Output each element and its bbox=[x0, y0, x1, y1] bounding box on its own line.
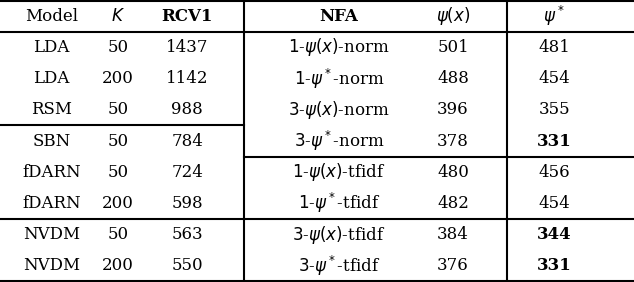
Text: $\psi^*$: $\psi^*$ bbox=[543, 4, 565, 28]
Text: 480: 480 bbox=[437, 164, 469, 181]
Text: fDARN: fDARN bbox=[22, 195, 81, 212]
Text: 501: 501 bbox=[437, 39, 469, 56]
Text: 550: 550 bbox=[172, 257, 203, 274]
Text: 454: 454 bbox=[538, 70, 570, 87]
Text: 384: 384 bbox=[437, 226, 469, 243]
Text: 200: 200 bbox=[102, 257, 134, 274]
Text: 481: 481 bbox=[538, 39, 570, 56]
Text: 355: 355 bbox=[538, 101, 570, 118]
Text: RSM: RSM bbox=[31, 101, 72, 118]
Text: NVDM: NVDM bbox=[23, 226, 80, 243]
Text: 396: 396 bbox=[437, 101, 469, 118]
Text: 344: 344 bbox=[537, 226, 571, 243]
Text: 988: 988 bbox=[171, 101, 203, 118]
Text: Model: Model bbox=[25, 8, 78, 25]
Text: $1$-$\psi^*$-tfidf: $1$-$\psi^*$-tfidf bbox=[298, 191, 380, 215]
Text: $3$-$\psi^*$-tfidf: $3$-$\psi^*$-tfidf bbox=[298, 254, 380, 278]
Text: 724: 724 bbox=[171, 164, 204, 181]
Text: $3$-$\psi(x)$-tfidf: $3$-$\psi(x)$-tfidf bbox=[292, 224, 386, 246]
Text: 784: 784 bbox=[171, 133, 204, 149]
Text: 454: 454 bbox=[538, 195, 570, 212]
Text: $3$-$\psi(x)$-norm: $3$-$\psi(x)$-norm bbox=[288, 99, 390, 121]
Text: $\psi(x)$: $\psi(x)$ bbox=[436, 5, 470, 27]
Text: 563: 563 bbox=[172, 226, 203, 243]
Text: $1$-$\psi(x)$-norm: $1$-$\psi(x)$-norm bbox=[288, 36, 390, 58]
Text: LDA: LDA bbox=[33, 70, 70, 87]
Text: 50: 50 bbox=[107, 39, 128, 56]
Text: NVDM: NVDM bbox=[23, 257, 80, 274]
Text: 488: 488 bbox=[437, 70, 469, 87]
Text: fDARN: fDARN bbox=[22, 164, 81, 181]
Text: 378: 378 bbox=[437, 133, 469, 149]
Text: 1437: 1437 bbox=[166, 39, 209, 56]
Text: 200: 200 bbox=[102, 70, 134, 87]
Text: 598: 598 bbox=[172, 195, 203, 212]
Text: 200: 200 bbox=[102, 195, 134, 212]
Text: 50: 50 bbox=[107, 133, 128, 149]
Text: 50: 50 bbox=[107, 164, 128, 181]
Text: $1$-$\psi^*$-norm: $1$-$\psi^*$-norm bbox=[294, 67, 384, 91]
Text: NFA: NFA bbox=[320, 8, 359, 25]
Text: $3$-$\psi^*$-norm: $3$-$\psi^*$-norm bbox=[294, 129, 384, 153]
Text: 456: 456 bbox=[538, 164, 570, 181]
Text: 50: 50 bbox=[107, 101, 128, 118]
Text: 331: 331 bbox=[537, 133, 572, 149]
Text: SBN: SBN bbox=[32, 133, 70, 149]
Text: 331: 331 bbox=[537, 257, 572, 274]
Text: 482: 482 bbox=[437, 195, 469, 212]
Text: $1$-$\psi(x)$-tfidf: $1$-$\psi(x)$-tfidf bbox=[292, 161, 386, 183]
Text: 1142: 1142 bbox=[166, 70, 209, 87]
Text: 50: 50 bbox=[107, 226, 128, 243]
Text: $K$: $K$ bbox=[111, 8, 125, 25]
Text: RCV1: RCV1 bbox=[162, 8, 213, 25]
Text: 376: 376 bbox=[437, 257, 469, 274]
Text: LDA: LDA bbox=[33, 39, 70, 56]
